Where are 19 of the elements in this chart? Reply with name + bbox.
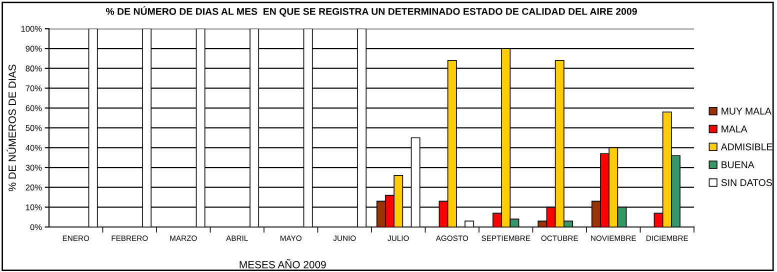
y-tick-label: 0% [30,224,42,230]
y-tick-label: 20% [26,184,42,190]
y-tick-label: 50% [26,125,42,131]
y-tick-label: 80% [26,66,42,72]
y-tick-label: 30% [26,164,42,171]
y-axis-title: % DE NÚMEROS DE DIAS [6,64,16,192]
y-tick-label: 40% [26,144,42,151]
legend-label: BUENA [722,161,754,168]
legend-label: MALA [722,126,748,132]
chart-title: % DE NÚMERO DE DIAS AL MES EN QUE SE REGISTRA UN DETERMINADO ESTADO DE CALIDAD DEL AIRE 2009 [106,6,637,17]
y-tick-label: 70% [26,85,42,92]
y-tick-label: 60% [26,105,42,112]
y-tick-label: 90% [26,46,42,52]
legend-label: ADMISIBLE [720,143,772,150]
y-tick-label: 100% [21,26,42,32]
x-axis-title: MESES AÑO 2009 [240,259,326,268]
legend-label: SIN DATOS [721,179,772,186]
legend-label: MUY MALA [722,108,772,115]
y-tick-label: 10% [26,204,42,210]
